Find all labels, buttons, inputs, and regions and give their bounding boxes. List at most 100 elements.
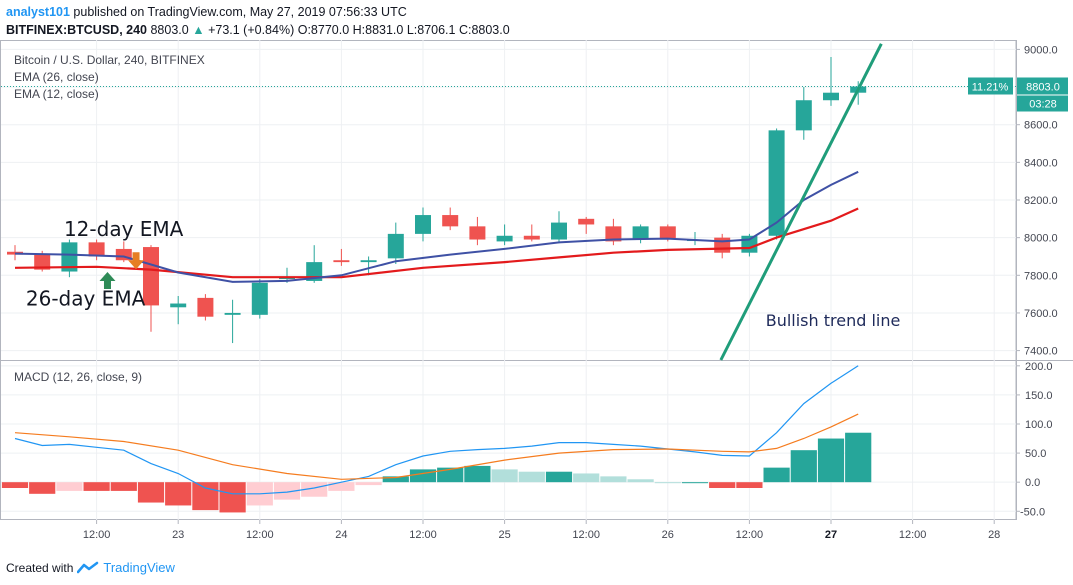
macd-axis-label[interactable]: 150.0 bbox=[1025, 390, 1053, 402]
candle[interactable] bbox=[768, 128, 785, 240]
candle-body bbox=[34, 254, 51, 270]
candle-body bbox=[170, 303, 187, 308]
macd-histogram-bar bbox=[736, 482, 763, 488]
candle[interactable] bbox=[251, 279, 268, 319]
macd-histogram-bar bbox=[845, 432, 872, 483]
candle-body bbox=[360, 260, 377, 263]
macd-title[interactable]: MACD (12, 26, close, 9) bbox=[14, 370, 142, 384]
price-axis-label[interactable]: 7800.0 bbox=[1024, 270, 1058, 282]
macd-axis-label[interactable]: 100.0 bbox=[1025, 419, 1053, 431]
macd-histogram-bar bbox=[83, 482, 110, 491]
price-axis-label[interactable]: 7600.0 bbox=[1024, 308, 1058, 320]
tradingview-logo-icon bbox=[77, 561, 99, 573]
annotation-1: 12-day EMA bbox=[64, 217, 184, 241]
candle[interactable] bbox=[442, 207, 459, 231]
macd-histogram-bar bbox=[328, 482, 355, 491]
candle[interactable] bbox=[496, 224, 513, 246]
last-price-label: 8803.0 bbox=[1026, 81, 1060, 93]
candle[interactable] bbox=[197, 294, 214, 321]
candle-body bbox=[768, 130, 785, 236]
time-axis-label[interactable]: 12:00 bbox=[409, 529, 437, 541]
candle-body bbox=[333, 260, 350, 263]
candle[interactable] bbox=[578, 216, 595, 234]
candle[interactable] bbox=[88, 239, 105, 261]
macd-histogram-bar bbox=[709, 482, 736, 488]
arrow-down-icon bbox=[128, 252, 145, 270]
price-axis-label[interactable]: 8600.0 bbox=[1024, 120, 1058, 132]
percent-badge bbox=[968, 77, 1013, 95]
time-axis-label[interactable]: 28 bbox=[988, 529, 1000, 541]
macd-axis-label[interactable]: -50.0 bbox=[1020, 506, 1045, 518]
chart-area[interactable]: 7400.0 7600.0 7800.0 8000.0 8200.0 8400.0 8600… bbox=[0, 40, 1073, 555]
macd-histogram-bar bbox=[29, 482, 56, 494]
price-axis-label[interactable]: 8200.0 bbox=[1024, 195, 1058, 207]
macd-histogram-bar bbox=[491, 469, 518, 483]
candle-body bbox=[115, 248, 132, 261]
countdown-label: 03:28 bbox=[1029, 98, 1057, 110]
macd-axis-label[interactable]: 200.0 bbox=[1025, 361, 1053, 373]
price-pane[interactable]: 7400.0 7600.0 7800.0 8000.0 8200.0 8400.0 8600… bbox=[0, 40, 1073, 520]
time-axis-label[interactable]: 12:00 bbox=[246, 529, 274, 541]
candle[interactable] bbox=[415, 207, 431, 242]
time-axis-label[interactable]: 25 bbox=[498, 529, 510, 541]
time-axis[interactable]: 12:00 23 12:00 24 12:00 25 12:00 26 12:00 27 12:00… bbox=[83, 520, 1000, 541]
candle[interactable] bbox=[143, 245, 159, 332]
macd-histogram-bar bbox=[355, 482, 382, 486]
time-axis-label[interactable]: 26 bbox=[662, 529, 674, 541]
candle[interactable] bbox=[387, 222, 404, 264]
candle[interactable] bbox=[551, 211, 567, 244]
candle-body bbox=[741, 235, 758, 253]
candle[interactable] bbox=[61, 239, 78, 278]
macd-pane[interactable]: MACD (12, 26, close, 9) -50.0 0.0 50.0 100.0… bbox=[1, 361, 1053, 518]
candle[interactable] bbox=[795, 87, 812, 140]
time-axis-label[interactable]: 24 bbox=[335, 529, 347, 541]
time-axis-label[interactable]: 12:00 bbox=[899, 529, 927, 541]
macd-histogram-bar bbox=[165, 482, 192, 506]
time-axis-label[interactable]: 12:00 bbox=[736, 529, 764, 541]
publisher-name[interactable]: analyst101 bbox=[6, 5, 70, 19]
symbol: BITFINEX:BTCUSD, 240 bbox=[6, 23, 147, 37]
macd-histogram-bar bbox=[464, 465, 491, 483]
candle[interactable] bbox=[115, 241, 132, 263]
time-axis-label[interactable]: 27 bbox=[825, 529, 837, 541]
published-text: published on TradingView.com, May 27, 20… bbox=[73, 5, 407, 19]
candle[interactable] bbox=[360, 256, 377, 276]
candle-body bbox=[632, 226, 649, 240]
candle-body bbox=[551, 222, 567, 240]
legend-ema12[interactable]: EMA (12, close) bbox=[14, 87, 99, 101]
candle[interactable] bbox=[523, 224, 540, 242]
chart-header: analyst101 published on TradingView.com,… bbox=[0, 0, 1073, 44]
candle[interactable] bbox=[823, 56, 839, 106]
candle[interactable] bbox=[7, 245, 23, 261]
macd-axis-label[interactable]: 0.0 bbox=[1025, 477, 1040, 489]
time-axis-label[interactable]: 23 bbox=[172, 529, 184, 541]
price-axis-label[interactable]: 8400.0 bbox=[1024, 157, 1058, 169]
candle[interactable] bbox=[224, 299, 241, 344]
candle-body bbox=[578, 218, 595, 225]
macd-histogram-bar bbox=[545, 471, 573, 483]
candle-body bbox=[61, 242, 78, 272]
macd-histogram-bar bbox=[409, 469, 437, 483]
time-axis-label[interactable]: 12:00 bbox=[83, 529, 111, 541]
last-price-badge bbox=[1017, 77, 1068, 95]
legend-ema26[interactable]: EMA (26, close) bbox=[14, 70, 99, 84]
percent-label: 11.21% bbox=[972, 81, 1009, 93]
series-title: Bitcoin / U.S. Dollar, 240, BITFINEX bbox=[14, 53, 205, 67]
arrow-up-icon bbox=[99, 271, 116, 289]
macd-axis-label[interactable]: 50.0 bbox=[1025, 448, 1046, 460]
macd-histogram-bar bbox=[437, 467, 464, 483]
bullish-trend-line[interactable] bbox=[719, 43, 883, 361]
publish-line: analyst101 published on TradingView.com,… bbox=[6, 5, 407, 19]
price-axis-label[interactable]: 7400.0 bbox=[1024, 346, 1058, 358]
candle[interactable] bbox=[469, 216, 486, 246]
tradingview-brand[interactable]: TradingView bbox=[103, 560, 175, 575]
candle[interactable] bbox=[605, 218, 622, 246]
candle[interactable] bbox=[632, 224, 649, 244]
price-axis-label[interactable]: 9000.0 bbox=[1024, 44, 1058, 56]
candle[interactable] bbox=[170, 296, 187, 325]
candle[interactable] bbox=[687, 232, 703, 246]
time-axis-label[interactable]: 12:00 bbox=[572, 529, 600, 541]
macd-histogram-bar bbox=[627, 479, 654, 483]
price-axis-label[interactable]: 8000.0 bbox=[1024, 233, 1058, 245]
candle[interactable] bbox=[333, 248, 350, 266]
